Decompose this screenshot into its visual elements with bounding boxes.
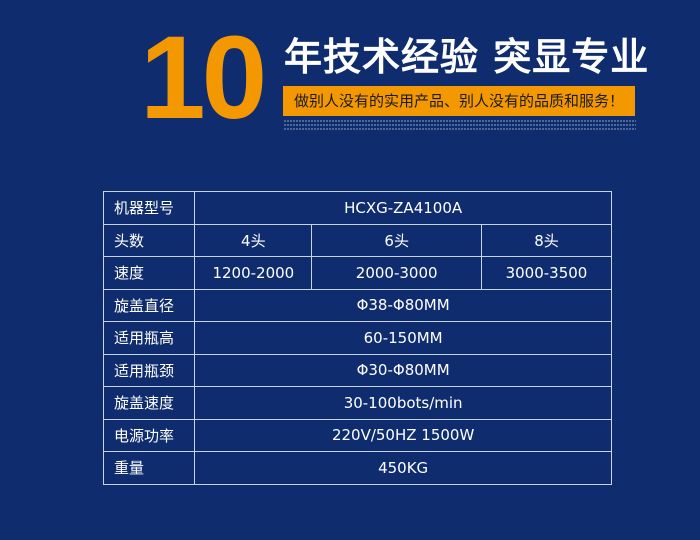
decorative-fine-text	[284, 120, 636, 132]
row-value: 60-150MM	[194, 321, 612, 355]
table-row: 电源功率 220V/50HZ 1500W	[102, 418, 612, 452]
headline: 年技术经验 突显专业	[284, 35, 650, 79]
row-label: 速度	[102, 256, 196, 290]
row-value: 30-100bots/min	[194, 386, 612, 420]
row-label: 适用瓶高	[102, 321, 196, 355]
slogan-banner: 做别人没有的实用产品、别人没有的品质和服务！	[283, 86, 635, 116]
row-label: 适用瓶颈	[102, 353, 196, 387]
table-row: 机器型号 HCXG-ZA4100A	[102, 191, 612, 225]
table-row: 重量 450KG	[102, 451, 612, 485]
table-row: 速度 1200-2000 2000-3000 3000-3500	[102, 256, 613, 290]
row-value: 1200-2000	[194, 256, 313, 290]
table-row: 适用瓶高 60-150MM	[102, 321, 612, 355]
row-label: 机器型号	[102, 191, 196, 225]
row-label: 旋盖直径	[102, 288, 196, 322]
row-label: 头数	[102, 223, 196, 257]
row-value: 2000-3000	[311, 256, 482, 290]
table-row: 旋盖直径 Φ38-Φ80MM	[102, 288, 612, 322]
row-value: Φ38-Φ80MM	[194, 288, 612, 322]
row-value: 4头	[194, 223, 313, 257]
spec-table: 机器型号 HCXG-ZA4100A 头数 4头 6头 8头 速度 1200-2000 2000-…	[102, 191, 613, 485]
row-value: 450KG	[194, 451, 612, 485]
table-row: 适用瓶颈 Φ30-Φ80MM	[102, 353, 612, 387]
row-value: Φ30-Φ80MM	[194, 353, 612, 387]
row-value: 6头	[311, 223, 482, 257]
row-value: 3000-3500	[480, 256, 613, 290]
row-value: 8头	[480, 223, 613, 257]
row-label: 旋盖速度	[102, 386, 196, 420]
row-value: HCXG-ZA4100A	[194, 191, 612, 225]
row-value: 220V/50HZ 1500W	[194, 418, 612, 452]
years-number: 10	[140, 12, 267, 144]
table-row: 旋盖速度 30-100bots/min	[102, 386, 612, 420]
row-label: 电源功率	[102, 418, 196, 452]
table-row: 头数 4头 6头 8头	[102, 223, 613, 257]
row-label: 重量	[102, 451, 196, 485]
